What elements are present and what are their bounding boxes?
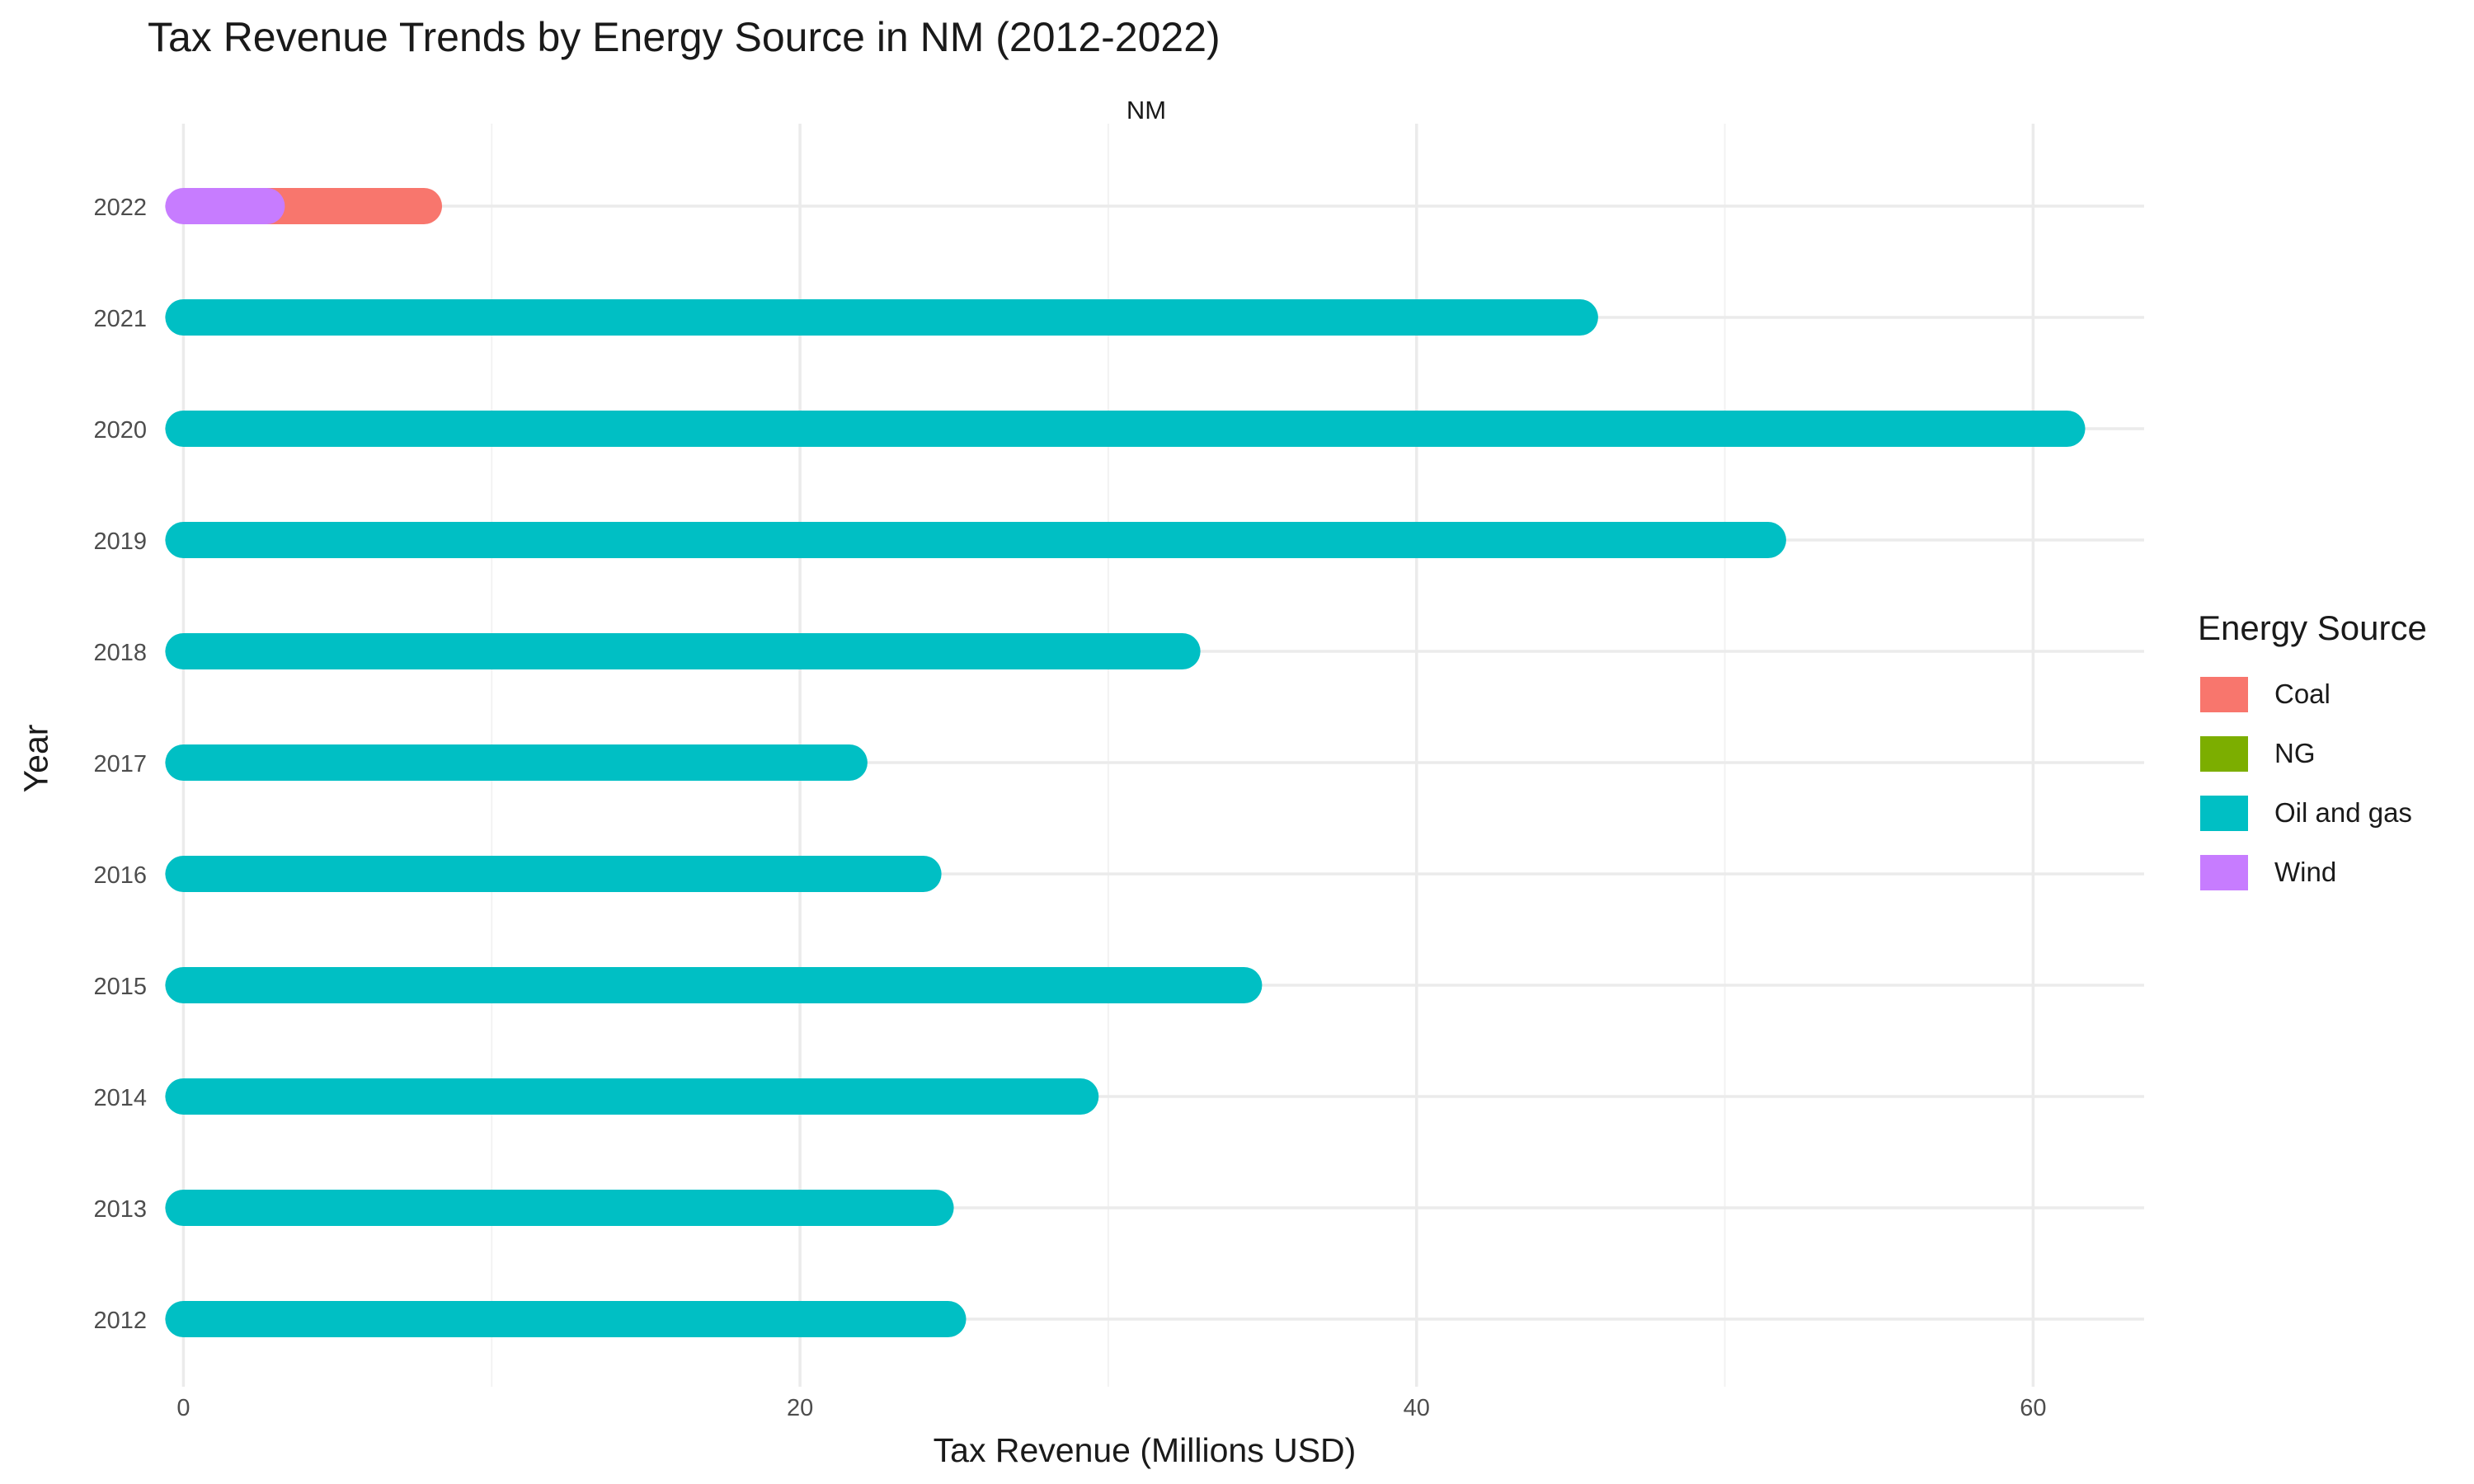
legend-label-ng: NG bbox=[2274, 738, 2316, 768]
y-tick-label: 2014 bbox=[93, 1085, 147, 1111]
legend: Energy Source Coal NG Oil and gas Wind bbox=[2198, 608, 2427, 902]
x-axis-label: Tax Revenue (Millions USD) bbox=[933, 1431, 1357, 1469]
chart-title: Tax Revenue Trends by Energy Source in N… bbox=[148, 14, 1221, 60]
y-axis-label: Year bbox=[16, 724, 55, 793]
x-tick-label: 40 bbox=[1404, 1395, 1430, 1421]
y-tick-label: 2019 bbox=[93, 528, 147, 555]
x-tick-label: 60 bbox=[2020, 1395, 2046, 1421]
legend-label-oil-and-gas: Oil and gas bbox=[2274, 797, 2412, 828]
y-tick-label: 2012 bbox=[93, 1308, 147, 1334]
legend-label-wind: Wind bbox=[2274, 857, 2337, 887]
legend-label-coal: Coal bbox=[2274, 679, 2331, 709]
y-tick-label: 2021 bbox=[93, 306, 147, 332]
x-tick-label: 20 bbox=[787, 1395, 813, 1421]
legend-item-oil-and-gas: Oil and gas bbox=[2198, 783, 2427, 843]
y-tick-label: 2020 bbox=[93, 417, 147, 444]
legend-item-wind: Wind bbox=[2198, 843, 2427, 902]
y-tick-label: 2022 bbox=[93, 195, 147, 221]
y-tick-label: 2016 bbox=[93, 862, 147, 889]
bars bbox=[165, 188, 2086, 1337]
y-tick-label: 2013 bbox=[93, 1196, 147, 1223]
legend-title: Energy Source bbox=[2198, 608, 2427, 647]
x-tick-label: 0 bbox=[176, 1395, 190, 1421]
legend-item-coal: Coal bbox=[2198, 665, 2427, 724]
facet-label: NM bbox=[1126, 96, 1167, 124]
y-tick-label: 2018 bbox=[93, 640, 147, 666]
legend-item-ng: NG bbox=[2198, 724, 2427, 783]
legend-swatch-ng bbox=[2200, 735, 2248, 772]
y-tick-label: 2015 bbox=[93, 974, 147, 1000]
legend-swatch-oil-and-gas bbox=[2200, 795, 2248, 831]
legend-swatch-wind bbox=[2200, 854, 2248, 890]
legend-swatch-coal bbox=[2200, 676, 2248, 712]
y-tick-label: 2017 bbox=[93, 751, 147, 777]
